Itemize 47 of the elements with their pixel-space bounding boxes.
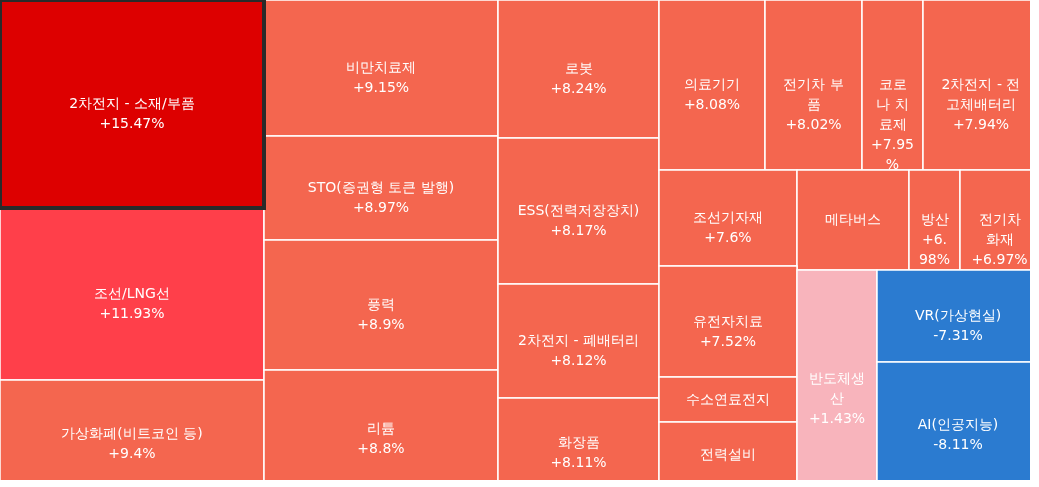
data-label: +7.6% bbox=[704, 229, 752, 245]
category-label: 리튬 bbox=[367, 419, 395, 436]
category-label: 전력설비 bbox=[700, 445, 756, 462]
data-label: +11.93% bbox=[99, 305, 165, 321]
category-label: 수소연료전지 bbox=[686, 390, 770, 407]
data-label: +8.11% bbox=[550, 453, 607, 470]
data-label: +1.43% bbox=[808, 409, 866, 426]
data-label: +15.47% bbox=[99, 115, 165, 131]
data-label: +8.24% bbox=[550, 80, 607, 96]
category-label: 2차전지 - 폐배터리 bbox=[518, 332, 639, 348]
category-label: 방산 bbox=[920, 211, 949, 227]
category-label: 조선/LNG선 bbox=[94, 285, 170, 301]
category-label: 2차전지 - 소재/부품 bbox=[69, 95, 195, 111]
data-label: +8.9% bbox=[357, 316, 405, 332]
category-label: 전기차 부품 bbox=[783, 76, 844, 112]
data-label: +9.15% bbox=[352, 79, 410, 95]
category-label: 유전자치료 bbox=[693, 312, 763, 329]
category-label: 조선기자재 bbox=[693, 209, 763, 225]
category-label: 메타버스 bbox=[825, 211, 881, 227]
category-label: ESS(전력저장장치) bbox=[517, 202, 640, 218]
category-label: 2차전지 - 전고체배터리 bbox=[941, 76, 1021, 112]
category-label: VR(가상현실) bbox=[914, 307, 1002, 323]
data-label: +7.52% bbox=[699, 332, 757, 349]
category-label: AI(인공지능) bbox=[917, 415, 999, 432]
category-label: STO(증권형 토큰 발행) bbox=[307, 179, 455, 195]
data-label: +7.94% bbox=[952, 116, 1010, 132]
category-label: 화장품 bbox=[557, 433, 600, 450]
category-label: 비만치료제 bbox=[346, 59, 416, 75]
data-label: -7.31% bbox=[933, 327, 983, 343]
category-label: 의료기기 bbox=[684, 76, 740, 92]
data-label: +8.08% bbox=[683, 96, 741, 112]
data-label: +9.4% bbox=[108, 444, 156, 461]
data-label: +8.02% bbox=[785, 116, 842, 132]
data-label: +6.98% bbox=[918, 231, 951, 267]
category-label: 가상화폐(비트코인 등) bbox=[61, 424, 203, 441]
data-label: +6.97% bbox=[971, 251, 1028, 267]
data-label: +8.97% bbox=[352, 199, 410, 215]
data-label: +8.12% bbox=[550, 352, 607, 368]
data-label: +8.8% bbox=[357, 439, 405, 456]
data-label: +7.95% bbox=[871, 136, 914, 172]
category-label: 코로나 치료제 bbox=[876, 76, 909, 132]
category-label: 반도체생산 bbox=[809, 369, 865, 406]
category-label: 전기차 화재 bbox=[978, 211, 1021, 247]
data-label: -8.11% bbox=[933, 435, 983, 452]
category-label: 로봇 bbox=[564, 60, 593, 76]
category-label: 풍력 bbox=[367, 296, 395, 312]
data-label: +8.17% bbox=[550, 222, 607, 238]
